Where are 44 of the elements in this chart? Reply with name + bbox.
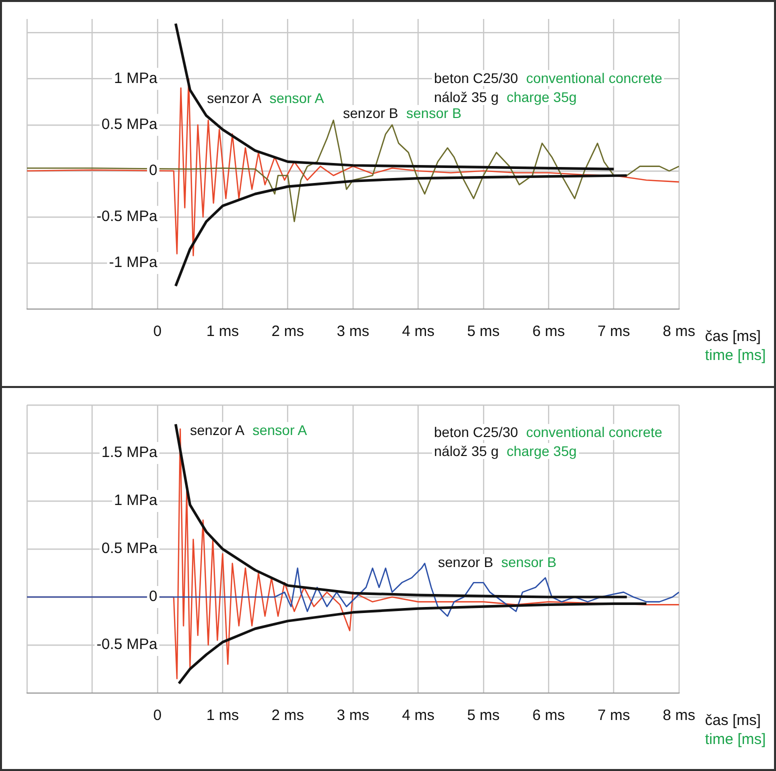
x-tick-label: 4 ms	[402, 707, 434, 724]
x-tick-label: 1 ms	[206, 323, 239, 340]
annotation: sensor A	[252, 422, 307, 438]
annotation: nálož 35 g	[434, 89, 499, 105]
annotation: senzor B	[438, 554, 494, 570]
y-tick-label: -0.5 MPa	[96, 636, 158, 654]
x-tick-label: 2 ms	[272, 707, 304, 724]
x-tick-label: 6 ms	[532, 707, 565, 724]
y-tick-label: -0.5 MPa	[96, 208, 158, 226]
annotation: nálož 35 g	[434, 443, 499, 459]
annotation: senzor A	[207, 90, 262, 106]
x-tick-label: 7 ms	[598, 707, 630, 724]
annotation: conventional concrete	[526, 70, 662, 86]
y-tick-label: -1 MPa	[109, 254, 158, 272]
x-tick-label: 4 ms	[402, 323, 434, 340]
x-tick-label: 5 ms	[467, 707, 500, 724]
y-tick-label: 0	[149, 162, 158, 180]
y-tick-label: 1 MPa	[114, 492, 158, 510]
x-tick-label: 5 ms	[467, 323, 500, 340]
annotation: conventional concrete	[526, 424, 662, 440]
annotation: senzor B	[343, 105, 398, 121]
y-tick-label: 0	[149, 588, 158, 606]
y-tick-label: 0.5 MPa	[102, 116, 158, 134]
annotation: sensor B	[406, 105, 462, 121]
annotation: sensor A	[269, 90, 324, 106]
annotation: beton C25/30	[434, 424, 518, 440]
x-tick-label: 6 ms	[532, 323, 565, 340]
y-tick-label: 1 MPa	[114, 70, 158, 87]
x-tick-label: 3 ms	[336, 707, 370, 724]
x-axis-title: čas [ms] time [ms]	[705, 328, 766, 364]
annotation: sensor B	[501, 554, 556, 570]
annotation: charge 35g	[506, 443, 577, 459]
x-tick-label: 2 ms	[272, 323, 304, 340]
x-tick-label: 1 ms	[206, 707, 239, 724]
y-tick-label: 1.5 MPa	[102, 444, 158, 462]
x-axis-title: čas [ms] time [ms]	[705, 712, 766, 748]
x-tick-label: 8 ms	[662, 323, 696, 340]
annotation: senzor A	[190, 422, 244, 438]
y-tick-label: 0.5 MPa	[102, 540, 158, 558]
annotation: beton C25/30	[434, 70, 518, 86]
annotation: charge 35g	[506, 89, 577, 105]
x-tick-label: 3 ms	[336, 323, 370, 340]
x-tick-label: 7 ms	[598, 323, 630, 340]
x-tick-label: 8 ms	[662, 707, 696, 724]
